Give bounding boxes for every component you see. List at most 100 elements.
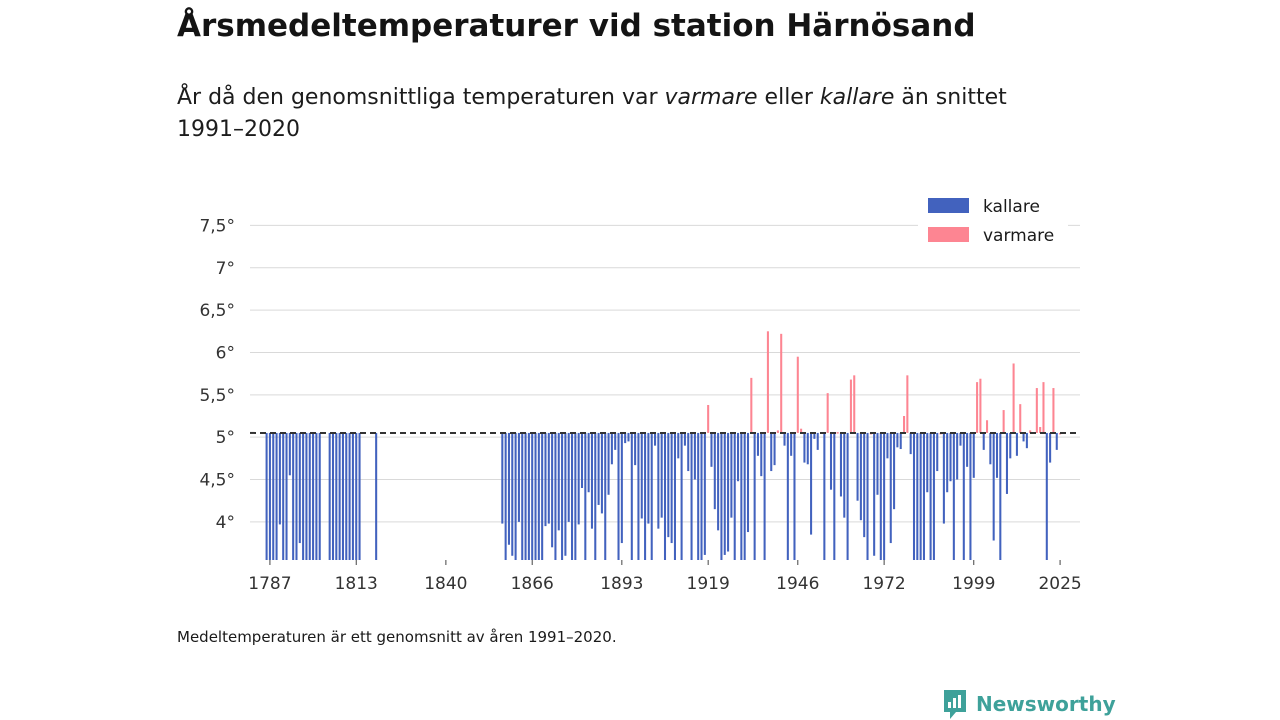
bar-colder-1971	[879, 432, 882, 560]
bar-colder-1787	[268, 432, 271, 560]
bar-colder-1868	[537, 432, 540, 560]
bar-colder-1902	[650, 432, 653, 560]
bar-colder-1909	[673, 432, 676, 560]
bar-colder-1896	[630, 432, 633, 560]
bar-colder-1939	[773, 432, 776, 466]
bar-colder-1910	[677, 432, 680, 459]
bar-colder-1974	[889, 432, 892, 544]
bar-colder-1894	[624, 432, 627, 444]
bar-colder-1983	[919, 432, 922, 560]
bar-warmer-2011	[1012, 363, 1015, 433]
bar-colder-1789	[275, 432, 278, 560]
bar-colder-1800	[312, 432, 315, 560]
bar-warmer-1940	[776, 430, 779, 433]
bar-colder-1788	[272, 432, 275, 560]
x-tick-label: 1972	[862, 574, 905, 594]
bar-colder-1883	[587, 432, 590, 493]
bar-colder-1981	[912, 432, 916, 560]
newsworthy-brand: Newsworthy	[942, 688, 1116, 720]
bar-colder-1944	[790, 432, 793, 456]
bar-colder-1920	[710, 432, 713, 467]
bar-warmer-1941	[780, 333, 783, 433]
bar-colder-1980	[909, 432, 912, 455]
bar-warmer-1979	[906, 375, 909, 433]
bar-colder-1921	[713, 432, 716, 510]
bar-colder-1903	[654, 432, 657, 446]
bar-colder-1786	[265, 432, 268, 560]
bar-colder-1984	[922, 432, 925, 560]
bar-colder-1998	[969, 432, 972, 560]
bar-colder-1908	[670, 432, 673, 544]
bar-colder-1942	[783, 432, 786, 446]
bar-colder-1990	[942, 432, 945, 524]
bar-colder-1865	[527, 432, 530, 560]
bar-colder-2002	[982, 432, 985, 450]
bar-colder-1985	[926, 432, 929, 493]
x-tick-label: 2025	[1038, 574, 1081, 594]
bar-warmer-1963	[853, 375, 856, 433]
bar-colder-1969	[873, 432, 876, 556]
bar-colder-1967	[866, 432, 869, 560]
legend-label-warmer: varmare	[983, 226, 1054, 246]
bar-colder-1994	[956, 432, 959, 480]
bar-warmer-2001	[979, 378, 982, 433]
bar-colder-1813	[355, 432, 358, 560]
bar-colder-1933	[753, 432, 756, 560]
bar-colder-2021	[1045, 432, 1048, 560]
bar-colder-1906	[663, 432, 667, 560]
bar-colder-1965	[859, 432, 862, 521]
y-tick-label: 5°	[216, 428, 235, 448]
subtitle-emphasis-warmer: varmare	[664, 85, 758, 110]
bar-colder-1899	[640, 432, 643, 519]
bar-colder-1898	[637, 432, 640, 560]
y-tick-label: 4°	[216, 513, 235, 533]
bar-colder-1876	[564, 432, 567, 556]
bar-colder-1884	[590, 432, 593, 529]
x-tick-label: 1840	[424, 574, 467, 594]
subtitle-text-1: År då den genomsnittliga temperaturen va…	[177, 85, 665, 110]
bar-colder-1878	[571, 432, 574, 560]
brand-name: Newsworthy	[976, 692, 1116, 716]
bar-colder-1873	[554, 432, 557, 560]
bar-colder-1811	[348, 432, 351, 560]
bar-colder-1808	[338, 432, 341, 560]
newsworthy-logo-icon	[944, 690, 966, 719]
bar-colder-1890	[610, 432, 613, 465]
bar-colder-1993	[952, 432, 955, 560]
bar-colder-1891	[614, 432, 617, 450]
bar-colder-1859	[507, 432, 510, 545]
bar-colder-2015	[1025, 432, 1028, 449]
bar-colder-1934	[756, 432, 759, 456]
x-tick-label: 1787	[248, 574, 291, 594]
x-tick-label: 1999	[952, 574, 995, 594]
bar-colder-1907	[667, 432, 670, 538]
bar-colder-2024	[1055, 432, 1058, 450]
bar-colder-1970	[876, 432, 879, 495]
y-tick-label: 7°	[216, 259, 235, 279]
x-axis-labels: 1787 1813 1840 1866 1893 1919 1946 1972 1999 2025	[248, 560, 1082, 594]
bar-colder-1879	[574, 432, 577, 560]
bar-warmer-1932	[750, 377, 753, 433]
legend-label-colder: kallare	[983, 197, 1040, 217]
bar-warmer-2020	[1042, 382, 1045, 433]
bar-colder-1925	[727, 432, 730, 552]
bar-colder-1938	[770, 432, 773, 472]
bar-colder-1966	[863, 432, 866, 538]
bar-colder-1995	[959, 432, 962, 446]
bar-colder-1996	[962, 432, 965, 560]
bar-colder-1928	[737, 432, 740, 482]
bar-colder-2022	[1049, 432, 1052, 463]
bar-colder-1885	[594, 432, 597, 560]
chart-title: Årsmedeltemperaturer vid station Härnösa…	[177, 8, 976, 44]
y-tick-label: 4,5°	[199, 471, 235, 491]
bar-colder-1982	[916, 432, 919, 560]
bar-colder-1801	[315, 432, 318, 560]
bar-colder-1973	[886, 432, 889, 459]
y-tick-label: 7,5°	[199, 216, 235, 236]
bar-warmer-2003	[986, 420, 989, 433]
bar-colder-1987	[932, 432, 935, 560]
bar-colder-1790	[278, 432, 281, 525]
bar-colder-1927	[733, 432, 736, 560]
bar-colder-1805	[328, 432, 331, 560]
subtitle-text-2: eller	[757, 85, 820, 110]
